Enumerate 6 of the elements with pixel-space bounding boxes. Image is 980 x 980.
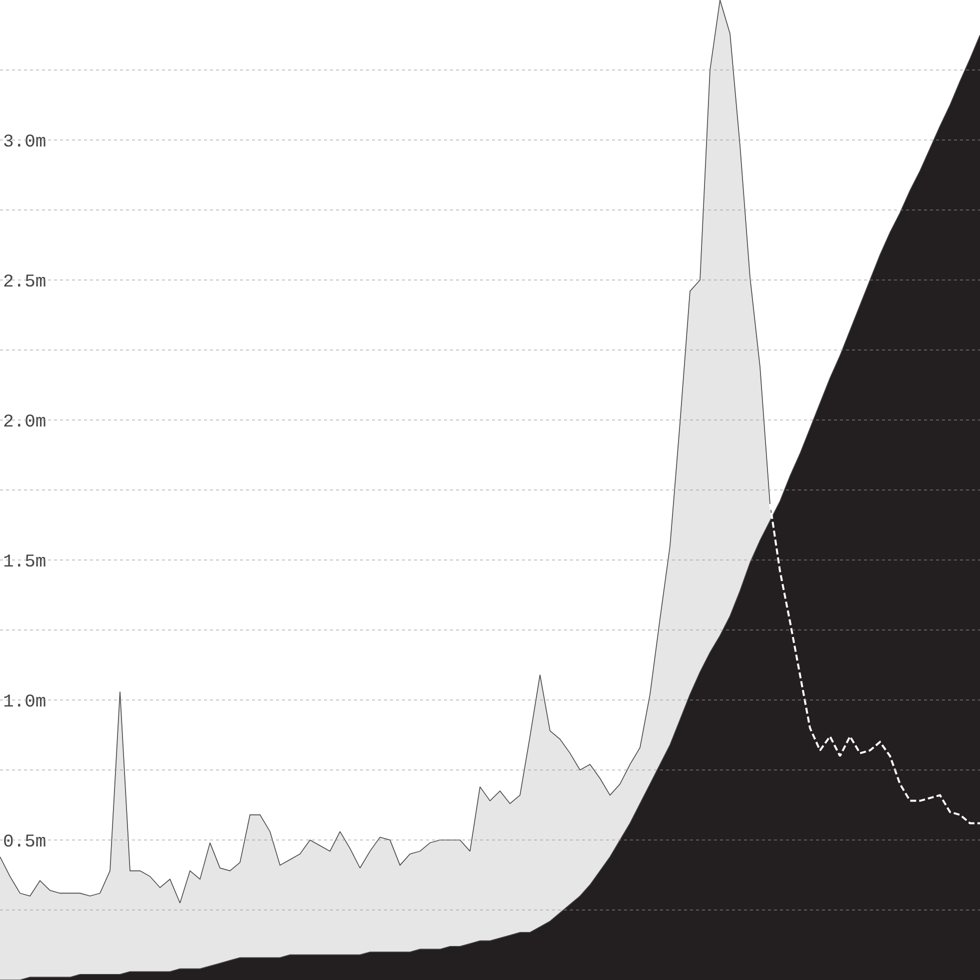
y-tick-label: 1.0m — [3, 692, 46, 712]
y-tick-label: 2.5m — [3, 272, 46, 292]
y-tick-label: 1.5m — [3, 552, 46, 572]
y-tick-label: 3.0m — [3, 132, 46, 152]
y-tick-label: 2.0m — [3, 412, 46, 432]
y-tick-label: 0.5m — [3, 832, 46, 852]
